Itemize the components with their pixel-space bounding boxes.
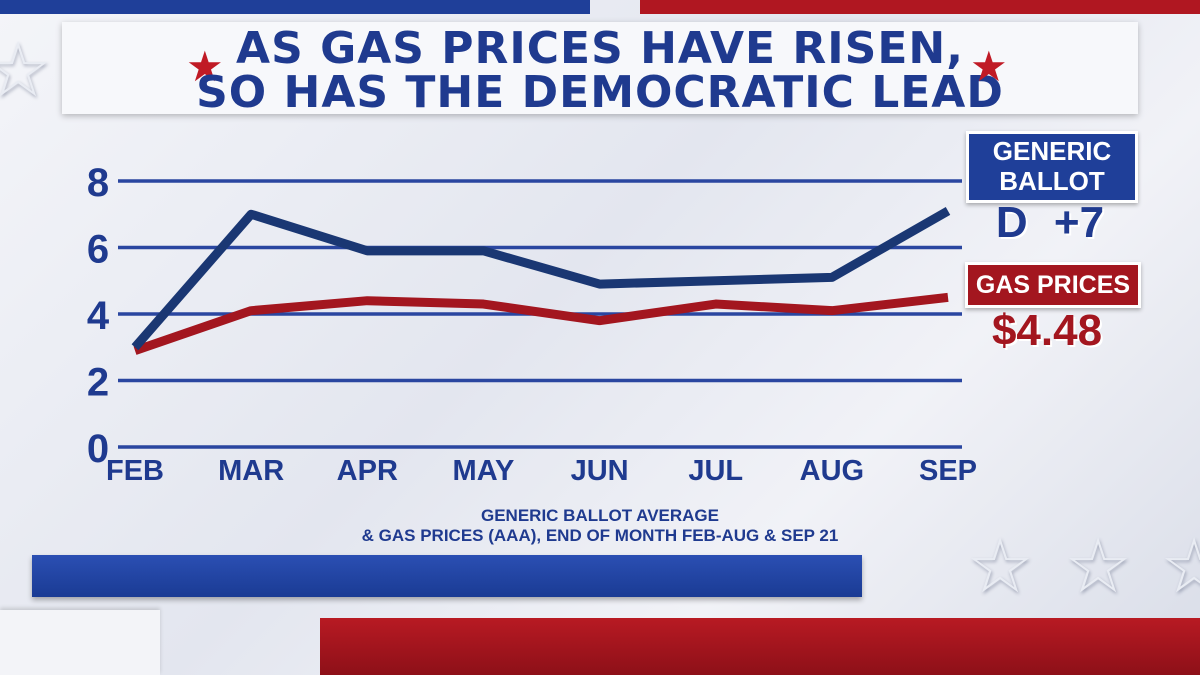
generic-ballot-value: D +7 [995,198,1105,247]
right-star-icon: ★ [970,42,1008,91]
ballot-series-line [131,207,951,351]
x-tick-label: MAY [453,455,515,487]
generic-ballot-label: GENERIC BALLOT [966,131,1138,203]
top-blue-stripe [0,0,590,14]
gas-prices-value: $4.48 [991,306,1103,355]
y-tick-label: 4 [87,294,110,338]
source-note-line-2: & GAS PRICES (AAA), END OF MONTH FEB-AUG… [361,526,839,545]
decorative-star-icon: ☆ [1160,521,1200,610]
gas-series-line [133,292,949,355]
x-tick-label: AUG [800,455,864,487]
x-tick-label: JUL [688,455,743,487]
generic-ballot-label-line-1: GENERIC [992,136,1112,166]
y-tick-label: 0 [87,427,109,471]
decorative-star-icon: ☆ [0,25,53,114]
bottom-blue-bar [32,555,862,597]
x-tick-label: FEB [106,455,164,487]
decorative-star-icon: ☆ [966,521,1035,610]
x-tick-label: JUN [571,455,629,487]
y-tick-label: 6 [87,228,109,272]
top-red-stripe [640,0,1200,14]
source-note-line-1: GENERIC BALLOT AVERAGE [480,506,719,525]
chart-title-line-2: SO HAS THE DEMOCRATIC LEAD [196,67,1004,118]
left-star-icon: ★ [186,42,224,91]
generic-ballot-label-line-2: BALLOT [999,166,1105,196]
x-tick-label: MAR [218,455,284,487]
chart-title-line-1: AS GAS PRICES HAVE RISEN, [236,23,964,74]
title-panel: ★ AS GAS PRICES HAVE RISEN, SO HAS THE D… [62,22,1138,118]
x-tick-label: SEP [919,455,977,487]
y-tick-label: 2 [87,361,109,405]
bottom-white-block [0,610,160,675]
bottom-red-bar [320,618,1200,675]
x-tick-label: APR [337,455,398,487]
gas-prices-label: GAS PRICES [965,262,1141,308]
y-tick-label: 8 [87,161,109,205]
decorative-star-icon: ☆ [1064,521,1133,610]
